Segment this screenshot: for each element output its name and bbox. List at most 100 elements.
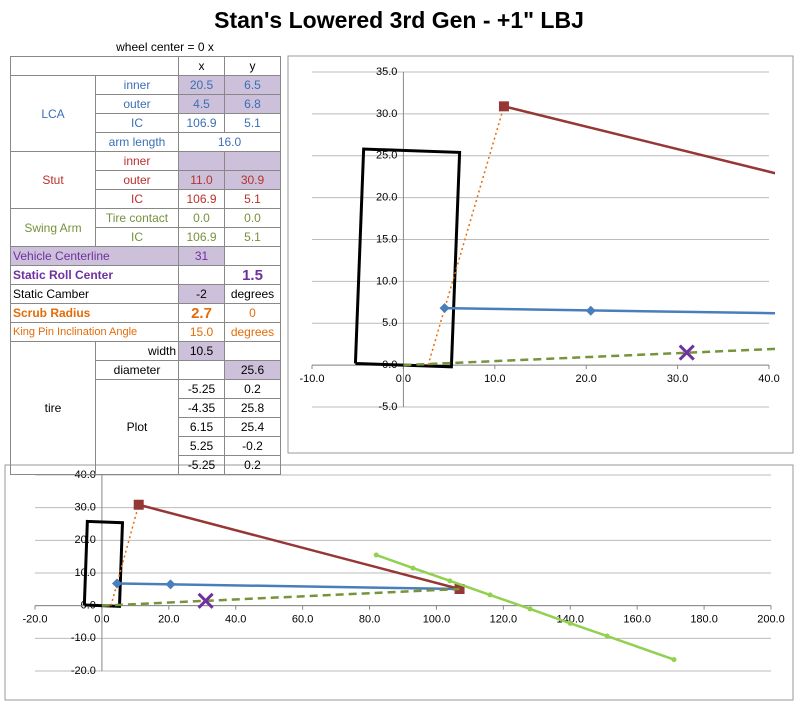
cell: degrees bbox=[224, 322, 281, 342]
marker bbox=[487, 592, 493, 598]
y-tick-label: -5.0 bbox=[378, 401, 397, 413]
marker bbox=[111, 578, 122, 589]
cell: IC bbox=[95, 113, 179, 133]
cell: 2.7 bbox=[178, 303, 225, 323]
cell bbox=[178, 265, 225, 285]
y-tick-label: -20.0 bbox=[71, 665, 96, 677]
cell: 5.1 bbox=[224, 189, 281, 209]
cell: 25.6 bbox=[224, 360, 281, 380]
cell: Static Camber bbox=[10, 284, 179, 304]
cell: 0.2 bbox=[224, 455, 281, 475]
cell: inner bbox=[95, 75, 179, 95]
cell: Scrub Radius bbox=[10, 303, 179, 323]
row: outer 4.5 6.8 bbox=[11, 94, 281, 114]
cell: 106.9 bbox=[178, 227, 225, 247]
marker bbox=[567, 620, 573, 626]
x-tick-label: 10.0 bbox=[484, 373, 505, 385]
row: tire width 10.5 bbox=[10, 341, 281, 475]
x-tick-label: 120.0 bbox=[490, 614, 518, 626]
marker bbox=[165, 579, 176, 590]
y-tick-label: 10.0 bbox=[376, 275, 397, 287]
group-label: LCA bbox=[10, 75, 96, 152]
cell: inner bbox=[95, 151, 179, 171]
cell: 106.9 bbox=[178, 113, 225, 133]
chart-frame bbox=[287, 55, 794, 454]
cell: 6.5 bbox=[224, 75, 281, 95]
marker bbox=[678, 344, 695, 361]
y-tick-label: 20.0 bbox=[376, 192, 397, 204]
marker bbox=[671, 657, 677, 663]
x-tick-label: 180.0 bbox=[690, 614, 718, 626]
marker bbox=[585, 305, 596, 316]
marker bbox=[410, 565, 416, 571]
x-tick-label: 20.0 bbox=[575, 373, 596, 385]
cell: IC bbox=[95, 189, 179, 209]
cell: IC bbox=[95, 227, 179, 247]
row: 6.15 25.4 bbox=[11, 417, 281, 437]
table-caption: wheel center = 0 x bbox=[116, 40, 214, 54]
marker bbox=[604, 633, 610, 639]
y-tick-label: 25.0 bbox=[376, 150, 397, 162]
cell: 10.5 bbox=[178, 341, 225, 361]
series-line bbox=[427, 106, 505, 366]
row: 5.25 -0.2 bbox=[11, 436, 281, 456]
group-label: tire bbox=[10, 341, 96, 475]
cell: 6.8 bbox=[224, 94, 281, 114]
cell: Static Roll Center bbox=[10, 265, 179, 285]
series-line bbox=[110, 504, 140, 606]
y-tick-label: 15.0 bbox=[376, 233, 397, 245]
marker bbox=[439, 303, 450, 314]
marker bbox=[133, 499, 144, 510]
marker bbox=[197, 592, 214, 609]
y-tick-label: 5.0 bbox=[382, 317, 397, 329]
marker bbox=[498, 101, 509, 112]
cell: 25.4 bbox=[224, 417, 281, 437]
cell: 31 bbox=[178, 246, 225, 266]
x-tick-label: 20.0 bbox=[158, 614, 179, 626]
row: King Pin Inclination Angle 15.0 degrees bbox=[10, 322, 281, 342]
row: Static Camber -2 degrees bbox=[10, 284, 281, 304]
cell bbox=[224, 151, 281, 171]
cell: 0.0 bbox=[178, 208, 225, 228]
row: -4.35 25.8 bbox=[11, 398, 281, 418]
row: Static Roll Center 1.5 bbox=[10, 265, 281, 285]
cell: 106.9 bbox=[178, 189, 225, 209]
cell: arm length bbox=[95, 132, 179, 152]
x-tick-label: 100.0 bbox=[423, 614, 451, 626]
cell: diameter bbox=[95, 360, 179, 380]
series-line bbox=[353, 147, 462, 369]
header-cell: x bbox=[178, 56, 225, 76]
marker bbox=[527, 606, 533, 612]
cell bbox=[178, 360, 225, 380]
cell: 5.1 bbox=[224, 113, 281, 133]
row: Swing Arm Tire contact 0.0 0.0 bbox=[10, 208, 281, 247]
row: diameter 25.6 bbox=[11, 360, 281, 380]
marker bbox=[447, 578, 453, 584]
cell: 5.25 bbox=[178, 436, 225, 456]
cell: 0.2 bbox=[224, 379, 281, 399]
x-tick-label: 60.0 bbox=[292, 614, 313, 626]
cell: -5.25 bbox=[178, 379, 225, 399]
cell: 16.0 bbox=[178, 132, 281, 152]
row: arm length 16.0 bbox=[11, 132, 281, 152]
cell: 11.0 bbox=[178, 170, 225, 190]
cell: degrees bbox=[224, 284, 281, 304]
series-line bbox=[444, 306, 775, 315]
cell: width bbox=[95, 341, 179, 361]
x-tick-label: 140.0 bbox=[557, 614, 585, 626]
chart-frame bbox=[4, 464, 794, 701]
row: LCA inner 20.5 6.5 bbox=[10, 75, 281, 152]
cell: -5.25 bbox=[178, 455, 225, 475]
row: outer 11.0 30.9 bbox=[11, 170, 281, 190]
cell: 0 bbox=[224, 303, 281, 323]
cell: 30.9 bbox=[224, 170, 281, 190]
cell: Plot bbox=[95, 379, 179, 475]
x-tick-label: 30.0 bbox=[667, 373, 688, 385]
marker bbox=[373, 552, 379, 558]
cell: -4.35 bbox=[178, 398, 225, 418]
cell: Vehicle Centerline bbox=[10, 246, 179, 266]
